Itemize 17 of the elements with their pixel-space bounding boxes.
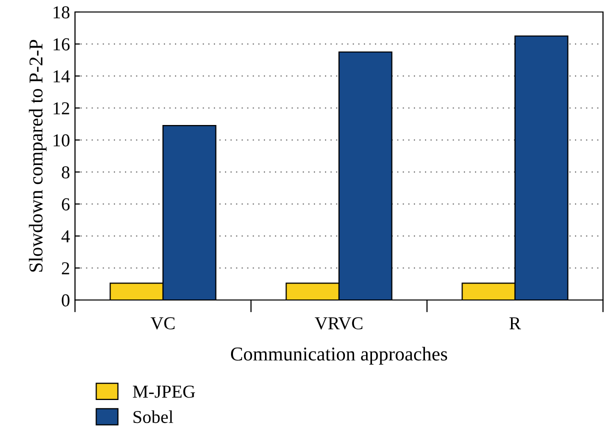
legend-label: M-JPEG xyxy=(132,386,195,398)
y-tick-label: 0 xyxy=(62,294,70,306)
y-tick-label: 6 xyxy=(62,198,70,210)
y-tick-label: 2 xyxy=(62,262,70,274)
x-tick-label: VC xyxy=(150,317,175,330)
x-tick-label: VRVC xyxy=(314,317,362,330)
y-tick-label: 4 xyxy=(61,230,70,242)
y-tick-label: 10 xyxy=(54,134,70,146)
x-axis-title: Communication approaches xyxy=(230,346,448,365)
y-axis-title: Slowdown compared to P-2-P xyxy=(28,40,47,272)
y-tick-label: 18 xyxy=(54,6,70,18)
y-tick-label: 12 xyxy=(54,102,70,114)
x-tick-label: R xyxy=(509,317,521,330)
y-tick-label: 16 xyxy=(54,38,70,50)
y-tick-label: 14 xyxy=(54,70,70,82)
y-tick-label: 8 xyxy=(62,166,70,178)
legend-label: Sobel xyxy=(134,410,174,424)
